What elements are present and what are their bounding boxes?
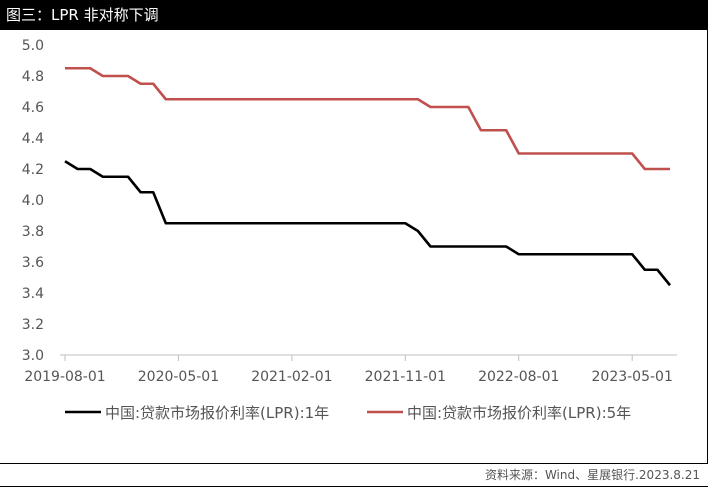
x-tick-label: 2020-05-01	[138, 369, 219, 385]
x-tick-label: 2022-08-01	[478, 369, 559, 385]
x-tick-label: 2021-11-01	[365, 369, 446, 385]
y-tick-label: 4.2	[22, 162, 44, 178]
x-tick-label: 2023-05-01	[592, 369, 673, 385]
legend: 中国:贷款市场报价利率(LPR):1年 中国:贷款市场报价利率(LPR):5年	[65, 404, 631, 422]
y-axis: 3.0 3.2 3.4 3.6 3.8 4.0 4.2 4.4 4.6 4.8 5.0	[22, 38, 44, 364]
y-tick-label: 4.6	[22, 100, 44, 116]
y-tick-label: 3.0	[22, 348, 44, 364]
series-layer	[64, 66, 672, 287]
source-note: 资料来源：Wind、星展银行.2023.8.21	[484, 468, 700, 482]
frame-bottom-border	[0, 463, 708, 464]
x-tick-label: 2021-02-01	[251, 369, 332, 385]
legend-label-5y: 中国:贷款市场报价利率(LPR):5年	[407, 404, 631, 422]
series-line-1y	[64, 160, 672, 287]
title-bar: 图三：LPR 非对称下调	[0, 0, 708, 30]
footer-border	[0, 486, 708, 487]
frame-right-border	[707, 30, 708, 463]
line-chart: 3.0 3.2 3.4 3.6 3.8 4.0 4.2 4.4 4.6 4.8 5.0 2019-0…	[22, 38, 677, 422]
y-tick-label: 5.0	[22, 38, 44, 54]
y-tick-label: 4.8	[22, 69, 44, 85]
y-tick-label: 3.2	[22, 317, 44, 333]
series-line-5y	[65, 66, 670, 171]
chart-title: 图三：LPR 非对称下调	[6, 6, 159, 24]
y-tick-label: 4.0	[22, 193, 44, 209]
x-axis: 2019-08-01 2020-05-01 2021-02-01 2021-11-01…	[24, 354, 677, 385]
y-tick-label: 3.4	[22, 286, 44, 302]
x-tick-label: 2019-08-01	[24, 369, 105, 385]
y-tick-label: 3.8	[22, 224, 44, 240]
y-tick-label: 4.4	[22, 131, 44, 147]
legend-label-1y: 中国:贷款市场报价利率(LPR):1年	[105, 404, 329, 422]
y-tick-label: 3.6	[22, 255, 44, 271]
